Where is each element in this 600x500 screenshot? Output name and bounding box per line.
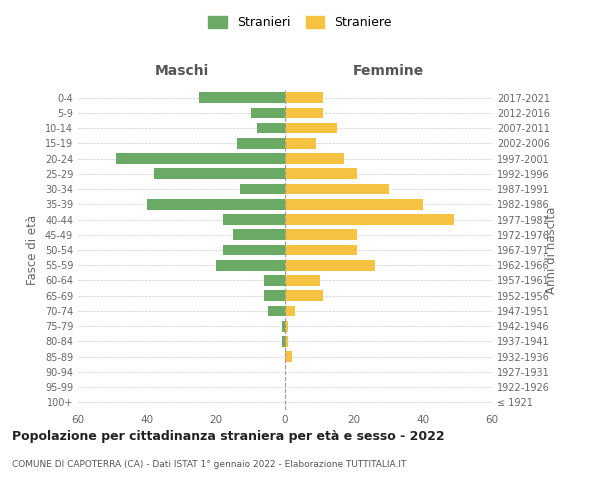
- Bar: [285, 214, 454, 225]
- Bar: [257, 123, 285, 134]
- Bar: [251, 108, 285, 118]
- Bar: [240, 184, 285, 194]
- Bar: [268, 306, 285, 316]
- Bar: [285, 244, 358, 256]
- Text: COMUNE DI CAPOTERRA (CA) - Dati ISTAT 1° gennaio 2022 - Elaborazione TUTTITALIA.: COMUNE DI CAPOTERRA (CA) - Dati ISTAT 1°…: [12, 460, 406, 469]
- Text: Popolazione per cittadinanza straniera per età e sesso - 2022: Popolazione per cittadinanza straniera p…: [12, 430, 445, 443]
- Bar: [285, 352, 292, 362]
- Bar: [285, 260, 374, 270]
- Bar: [281, 321, 285, 332]
- Bar: [285, 230, 358, 240]
- Bar: [285, 138, 316, 148]
- Bar: [285, 306, 295, 316]
- Bar: [281, 336, 285, 347]
- Bar: [223, 214, 285, 225]
- Bar: [199, 92, 285, 103]
- Bar: [285, 275, 320, 286]
- Bar: [216, 260, 285, 270]
- Y-axis label: Fasce di età: Fasce di età: [26, 215, 39, 285]
- Bar: [233, 230, 285, 240]
- Bar: [285, 108, 323, 118]
- Legend: Stranieri, Straniere: Stranieri, Straniere: [203, 11, 397, 34]
- Bar: [285, 153, 344, 164]
- Bar: [265, 275, 285, 286]
- Bar: [237, 138, 285, 148]
- Bar: [285, 290, 323, 301]
- Bar: [285, 199, 423, 209]
- Bar: [285, 321, 289, 332]
- Bar: [285, 92, 323, 103]
- Bar: [154, 168, 285, 179]
- Bar: [285, 168, 358, 179]
- Bar: [265, 290, 285, 301]
- Bar: [285, 336, 289, 347]
- Bar: [285, 123, 337, 134]
- Y-axis label: Anni di nascita: Anni di nascita: [545, 206, 558, 294]
- Text: Femmine: Femmine: [353, 64, 424, 78]
- Bar: [285, 184, 389, 194]
- Bar: [147, 199, 285, 209]
- Text: Maschi: Maschi: [154, 64, 209, 78]
- Bar: [116, 153, 285, 164]
- Bar: [223, 244, 285, 256]
